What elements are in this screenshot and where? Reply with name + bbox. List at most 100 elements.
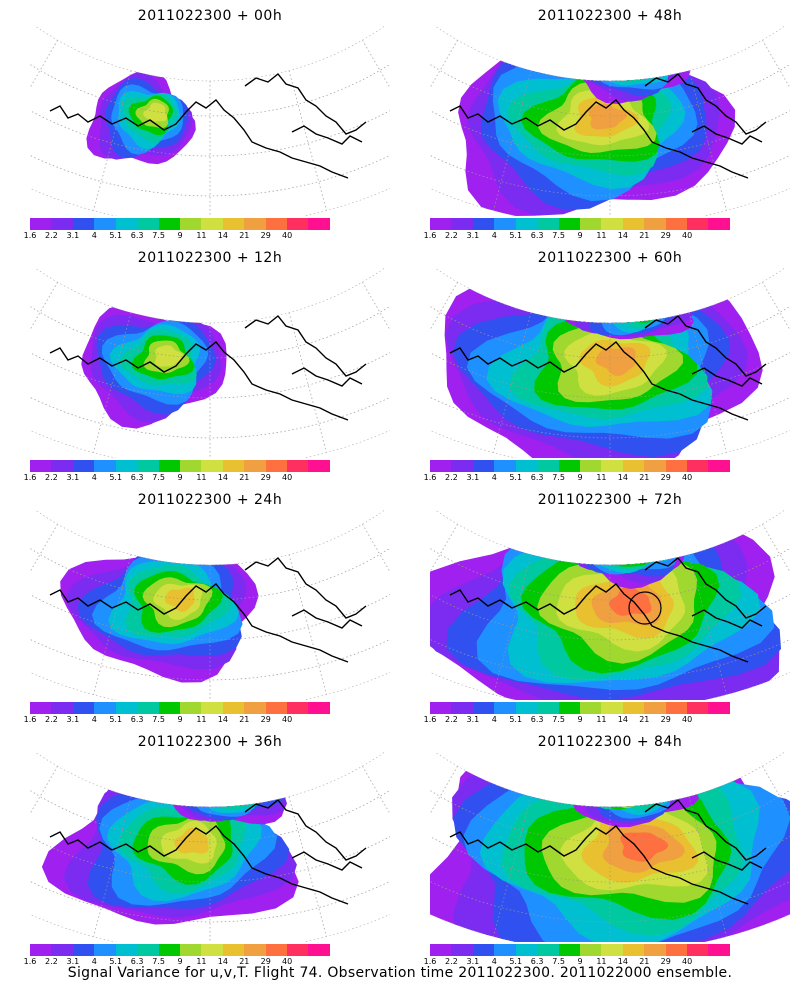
colorbar-swatch [137,460,159,472]
colorbar-swatch [558,702,580,714]
panel-title: 2011022300 + 24h [137,492,283,508]
colorbar-label: 4 [91,473,97,482]
map-border [30,510,390,700]
colorbar-label: 29 [260,715,271,724]
colorbar-swatch [51,702,73,714]
colorbar-label: 21 [239,957,250,966]
longitude-line [430,765,458,892]
colorbar-swatch [622,944,645,956]
colorbar-swatch [494,702,516,714]
colorbar-label: 14 [617,473,628,482]
colorbar-label: 6.3 [530,957,544,966]
colorbar-labels: 1.6 2.2 3.1 4 5.1 6.3 7.5 9 11 14 21 29 40 [424,715,730,727]
colorbar-swatch [30,460,52,472]
colorbar-swatch [708,702,730,714]
colorbar-label: 14 [617,957,628,966]
coastline-path [49,341,349,421]
colorbar-swatch [601,218,623,230]
colorbar-swatch [201,218,223,230]
colorbar-label: 40 [682,957,693,966]
colorbar-swatch [158,218,180,230]
forecast-panel: 2011022300 + 84h 1.6 2.2 3.1 4 5.1 6.3 7.5 9 11 14… [424,734,790,974]
colorbar-swatch [579,460,602,472]
contour-level [603,537,651,565]
colorbar-label: 1.6 [423,715,437,724]
colorbar-swatch [687,702,709,714]
colorbar-label: 29 [660,715,671,724]
latitude-line [430,97,790,197]
colorbar-label: 21 [239,715,250,724]
longitude-line [362,39,390,166]
coastline-path [691,609,763,629]
longitude-line [93,312,132,453]
colorbar [30,460,330,472]
colorbar [430,460,730,472]
colorbar-swatch [30,944,52,956]
map-plot [430,510,790,700]
colorbar-label: 21 [639,957,650,966]
latitude-line [30,339,390,439]
colorbar-label: 14 [217,473,228,482]
map-border [30,268,390,458]
colorbar-swatch [622,702,645,714]
colorbar-swatch [72,218,95,230]
longitude-line [288,312,327,453]
colorbar-label: 40 [682,231,693,240]
map-plot [30,26,390,216]
colorbar-swatch [158,944,180,956]
latitude-line [30,550,390,641]
coastline-path [291,851,363,871]
colorbar-label: 1.6 [23,957,37,966]
colorbar-swatch [244,460,266,472]
colorbar-label: 6.3 [530,231,544,240]
colorbar-swatch [72,460,95,472]
latitude-line [30,36,390,117]
colorbar-label: 1.6 [23,231,37,240]
colorbar-labels: 1.6 2.2 3.1 4 5.1 6.3 7.5 9 11 14 21 29 40 [424,231,730,243]
colorbar-label: 1.6 [423,957,437,966]
colorbar-label: 6.3 [130,715,144,724]
longitude-line [30,523,58,650]
colorbar-label: 6.3 [130,231,144,240]
colorbar-label: 5.1 [109,231,123,240]
colorbar-swatch [579,944,602,956]
colorbar-label: 1.6 [23,473,37,482]
colorbar-swatch [265,218,288,230]
colorbar-swatch [201,944,223,956]
colorbar-label: 2.2 [45,473,58,482]
longitude-line [762,39,790,166]
contour-level [620,832,669,862]
colorbar-label: 21 [639,473,650,482]
colorbar-label: 4 [491,231,497,240]
coastline-path [291,125,363,145]
colorbar-swatch [201,460,223,472]
panel-title: 2011022300 + 00h [137,8,283,24]
colorbar-swatch [601,944,623,956]
longitude-line [493,312,532,453]
colorbar-label: 2.2 [45,957,58,966]
colorbar-label: 2.2 [45,231,58,240]
colorbar-swatch [665,702,688,714]
colorbar-label: 9 [577,957,583,966]
colorbar-swatch [51,218,73,230]
colorbar-swatch [222,702,245,714]
colorbar-swatch [179,944,202,956]
colorbar-swatch [558,944,580,956]
colorbar-swatch [708,460,730,472]
colorbar-swatch [115,218,138,230]
colorbar-label: 29 [660,473,671,482]
graticule [430,278,790,458]
longitude-line [493,70,532,211]
colorbar-label: 21 [239,473,250,482]
colorbar-label: 3.1 [466,473,480,482]
colorbar-label: 7.5 [152,473,165,482]
colorbar-swatch [687,460,709,472]
colorbar-label: 29 [260,957,271,966]
coastline [449,73,767,179]
panel-title: 2011022300 + 12h [137,250,283,266]
colorbar-label: 2.2 [445,715,458,724]
forecast-panel: 2011022300 + 48h 1.6 2.2 3.1 4 5.1 6.3 7.5 9 11 14… [424,8,790,248]
latitude-line [430,792,790,883]
colorbar-swatch [644,944,666,956]
contour-level [204,776,255,807]
